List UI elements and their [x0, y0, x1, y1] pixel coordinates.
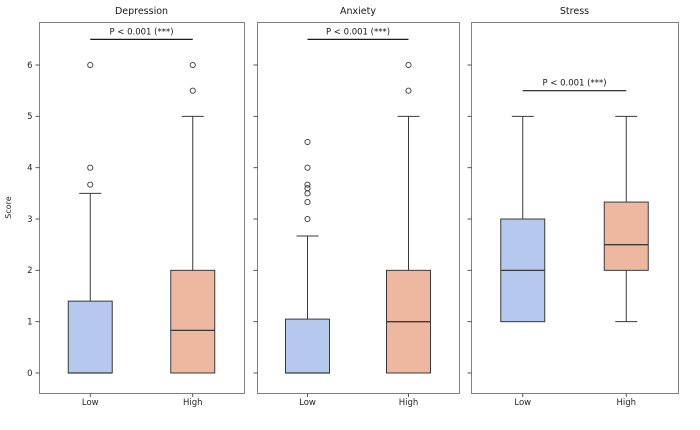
boxplot-low: Low: [67, 61, 113, 408]
x-tick-label: High: [183, 398, 203, 408]
iqr-box: [603, 201, 649, 271]
outlier-point: [405, 87, 412, 94]
outlier-point: [405, 61, 412, 69]
outlier-point: [189, 87, 196, 94]
y-tick-label: 5: [27, 112, 32, 122]
significance-label: P < 0.001 (***): [542, 79, 606, 89]
outlier-point: [87, 181, 94, 188]
panel-anxiety: Anxiety Low High P < 0.001 (***): [253, 6, 460, 408]
iqr-box: [285, 318, 330, 374]
panel-title: Anxiety: [340, 6, 376, 17]
x-tick-label: High: [399, 398, 419, 408]
boxplot-low: Low: [285, 138, 330, 408]
y-tick-label: 3: [27, 215, 32, 225]
outlier-point: [304, 181, 311, 188]
y-axis-label: Score: [4, 196, 13, 218]
y-tick-label: 0: [27, 369, 32, 379]
outlier-point: [87, 164, 94, 171]
y-tick-label: 4: [27, 163, 32, 173]
significance-label: P < 0.001 (***): [109, 27, 173, 37]
panel-title: Depression: [115, 6, 168, 17]
y-tick-label: 6: [27, 61, 32, 71]
x-tick-label: Low: [82, 398, 99, 408]
panel-border: [39, 22, 245, 394]
panel-title: Stress: [560, 6, 589, 17]
outlier-point: [304, 185, 311, 192]
iqr-box: [170, 269, 216, 374]
boxplot-low: Low: [500, 115, 546, 408]
outlier-point: [304, 199, 311, 206]
outlier-point: [304, 215, 311, 223]
boxplot-high: High: [170, 61, 216, 408]
outlier-point: [87, 61, 94, 69]
outlier-point: [304, 190, 311, 197]
x-tick-label: High: [616, 398, 636, 408]
panel-depression: Depression 0 1 2 3 4 5 6 Low High P < 0.001 (***): [27, 6, 245, 408]
iqr-box: [67, 300, 113, 374]
y-tick-label: 2: [27, 266, 32, 276]
significance-label: P < 0.001 (***): [326, 27, 390, 37]
y-tick-label: 1: [27, 317, 32, 327]
x-tick-label: Low: [299, 398, 316, 408]
outlier-point: [304, 164, 311, 171]
panel-border: [471, 22, 679, 394]
panel-border: [257, 22, 460, 394]
outlier-point: [189, 61, 196, 69]
boxplot-high: High: [603, 115, 649, 408]
boxplot-high: High: [386, 61, 431, 408]
x-tick-label: Low: [514, 398, 531, 408]
panel-stress: Stress Low High P < 0.001 (***): [467, 6, 679, 408]
outlier-point: [304, 138, 311, 146]
